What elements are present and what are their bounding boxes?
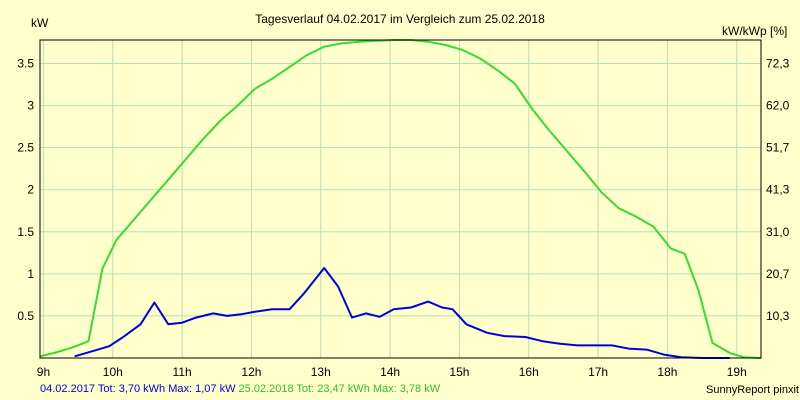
x-tick-label: 16h [519, 365, 539, 379]
x-tick-label: 12h [241, 365, 261, 379]
y-tick-label-left: 2.5 [17, 141, 34, 155]
x-tick-label: 11h [173, 365, 192, 379]
plot-area [40, 40, 761, 358]
y-tick-label-right: 51,7 [766, 141, 790, 155]
y-tick-label-left: 1.5 [17, 225, 34, 239]
x-tick-label: 17h [588, 365, 608, 379]
y-tick-label-right: 10,3 [766, 309, 790, 323]
axis-ticks: 9h 10h 11h 12h 13h 14h 15h 16h 17h 18h 19h 0.5 10,3 1… [17, 57, 789, 379]
y-tick-label-left: 2 [27, 183, 34, 197]
legend-entry: 25.02.2018 Tot: 23,47 kWh Max: 3,78 kW [235, 383, 440, 395]
y-tick-label-right: 20,7 [766, 267, 790, 281]
y-tick-label-right: 62,0 [766, 99, 790, 113]
series-line [74, 267, 730, 359]
y-tick-label-right: 31,0 [766, 225, 790, 239]
y-tick-label-left: 1 [27, 267, 34, 281]
x-tick-label: 14h [380, 365, 400, 379]
y-axis-right-unit: kW/kWp [%] [722, 24, 787, 38]
x-tick-label: 15h [449, 365, 469, 379]
footer-credit: SunnyReport pinxit [706, 384, 799, 396]
legend-entry: 04.02.2017 Tot: 3,70 kWh Max: 1,07 kW [40, 383, 236, 395]
y-tick-label-left: 3.5 [17, 57, 34, 71]
y-tick-label-left: 3 [27, 99, 34, 113]
legend: 04.02.2017 Tot: 3,70 kWh Max: 1,07 kW 25… [40, 383, 441, 395]
grid [40, 40, 761, 358]
y-tick-label-right: 72,3 [766, 57, 790, 71]
y-tick-label-right: 41,3 [766, 183, 790, 197]
y-tick-label-left: 0.5 [17, 309, 34, 323]
y-axis-left-unit: kW [31, 16, 49, 30]
chart-title: Tagesverlauf 04.02.2017 im Vergleich zum… [255, 12, 545, 26]
x-tick-label: 19h [727, 365, 747, 379]
plot-frame [39, 39, 762, 359]
x-tick-label: 10h [103, 365, 123, 379]
x-tick-label: 9h [37, 365, 50, 379]
x-tick-label: 18h [657, 365, 677, 379]
x-tick-label: 13h [311, 365, 331, 379]
